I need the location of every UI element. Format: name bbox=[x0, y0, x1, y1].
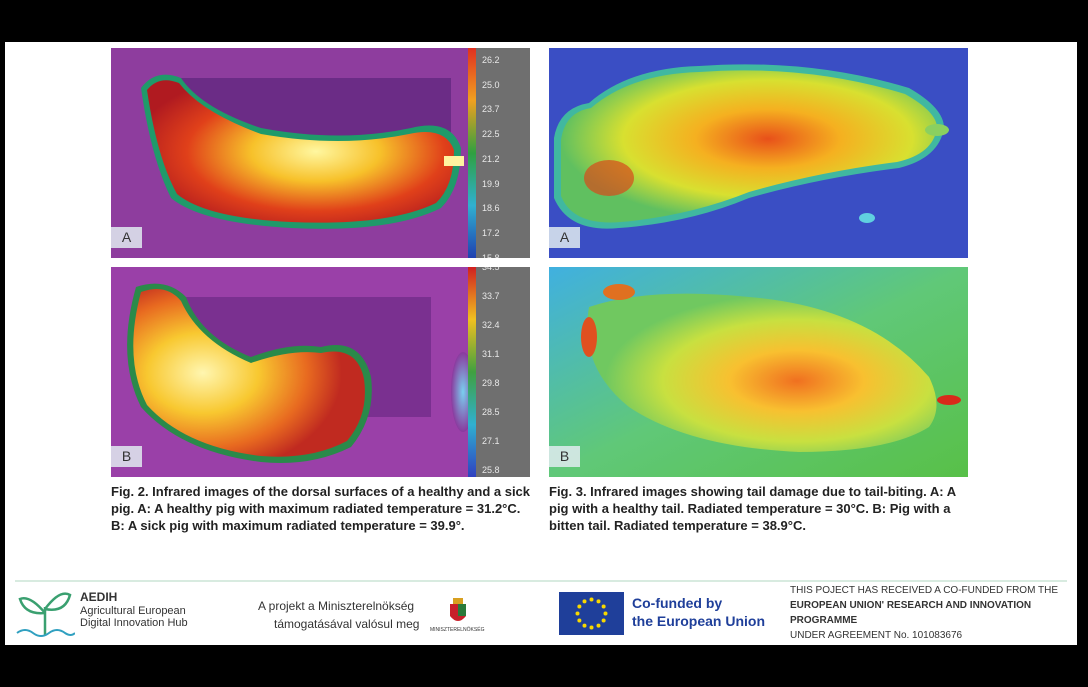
panel-label: A bbox=[111, 227, 142, 248]
star bbox=[601, 618, 606, 623]
thermal-graphic bbox=[111, 48, 530, 258]
color-strip bbox=[468, 267, 476, 477]
star bbox=[603, 611, 608, 616]
divider bbox=[15, 580, 1067, 582]
star bbox=[582, 599, 587, 604]
thermal-image: A bbox=[549, 48, 968, 258]
scale-label: 15.8 bbox=[482, 252, 500, 258]
star bbox=[577, 604, 582, 609]
figure-caption: Fig. 3. Infrared images showing tail dam… bbox=[549, 484, 956, 533]
scale-label: 26.2 bbox=[482, 55, 500, 65]
scale-label: 34.5 bbox=[482, 267, 500, 272]
color-scale: 26.2 25.0 23.7 22.5 21.2 19.9 18.6 17.2 15.8 bbox=[468, 48, 530, 258]
thermal-graphic bbox=[111, 267, 530, 477]
scale-label: 27.1 bbox=[482, 436, 500, 446]
scale-label: 25.0 bbox=[482, 79, 500, 90]
grant-text: THIS POJECT HAS RECEIVED A CO-FUNDED FRO… bbox=[790, 585, 1058, 596]
thermal-graphic bbox=[549, 267, 968, 477]
eu-text: the European Union bbox=[632, 613, 765, 629]
scale-label: 29.8 bbox=[482, 378, 500, 388]
scale-label: 31.1 bbox=[482, 349, 500, 359]
support-line: A projekt a Miniszterelnökség bbox=[258, 599, 415, 613]
eu-flag bbox=[559, 592, 624, 635]
thermal-image: 34.5 33.7 32.4 31.1 29.8 28.5 27.1 25.8 B bbox=[111, 267, 530, 477]
eu-text: Co-funded by bbox=[632, 595, 723, 611]
scale-label: 25.8 bbox=[482, 465, 500, 475]
slide: 26.2 25.0 23.7 22.5 21.2 19.9 18.6 17.2 15.8 A 3… bbox=[5, 42, 1077, 645]
grant-text: PROGRAMME bbox=[790, 615, 858, 626]
scale-label: 32.4 bbox=[482, 320, 500, 330]
scale-label: 21.2 bbox=[482, 153, 500, 164]
panel-label: B bbox=[111, 446, 142, 467]
star bbox=[577, 618, 582, 623]
thermal-image: 26.2 25.0 23.7 22.5 21.2 19.9 18.6 17.2 15.8 A bbox=[111, 48, 530, 258]
org-name: AEDIH bbox=[80, 590, 118, 604]
coat-of-arms bbox=[450, 598, 466, 621]
thermal-image: B bbox=[549, 267, 968, 477]
thermal-graphic bbox=[549, 48, 968, 258]
star bbox=[596, 623, 601, 628]
grant-text: EUROPEAN UNION' RESEARCH AND INNOVATION bbox=[790, 600, 1032, 611]
star bbox=[582, 623, 587, 628]
scale-label: 23.7 bbox=[482, 104, 500, 115]
scale-label: 22.5 bbox=[482, 129, 500, 140]
scale-label: 17.2 bbox=[482, 227, 500, 238]
color-strip bbox=[468, 48, 476, 258]
org-line: Agricultural European bbox=[80, 605, 186, 617]
scale-label: 33.7 bbox=[482, 291, 500, 301]
org-line: Digital Innovation Hub bbox=[80, 617, 188, 629]
ministry-name: MINISZTERELNÖKSÉG bbox=[430, 627, 485, 633]
panel-label: A bbox=[549, 227, 580, 248]
star bbox=[575, 611, 580, 616]
scale-label: 28.5 bbox=[482, 407, 500, 417]
star bbox=[589, 597, 594, 602]
figure-caption: Fig. 2. Infrared images of the dorsal su… bbox=[111, 484, 531, 533]
scale-label: 18.6 bbox=[482, 203, 500, 214]
star bbox=[596, 599, 601, 604]
star bbox=[589, 625, 594, 630]
color-scale: 34.5 33.7 32.4 31.1 29.8 28.5 27.1 25.8 bbox=[468, 267, 530, 477]
panel-label: B bbox=[549, 446, 580, 467]
support-line: támogatásával valósul meg bbox=[274, 617, 420, 631]
grant-text: UNDER AGREEMENT No. 101083676 bbox=[790, 630, 963, 641]
star bbox=[601, 604, 606, 609]
scale-label: 19.9 bbox=[482, 178, 500, 189]
aedih-logo bbox=[16, 592, 75, 637]
